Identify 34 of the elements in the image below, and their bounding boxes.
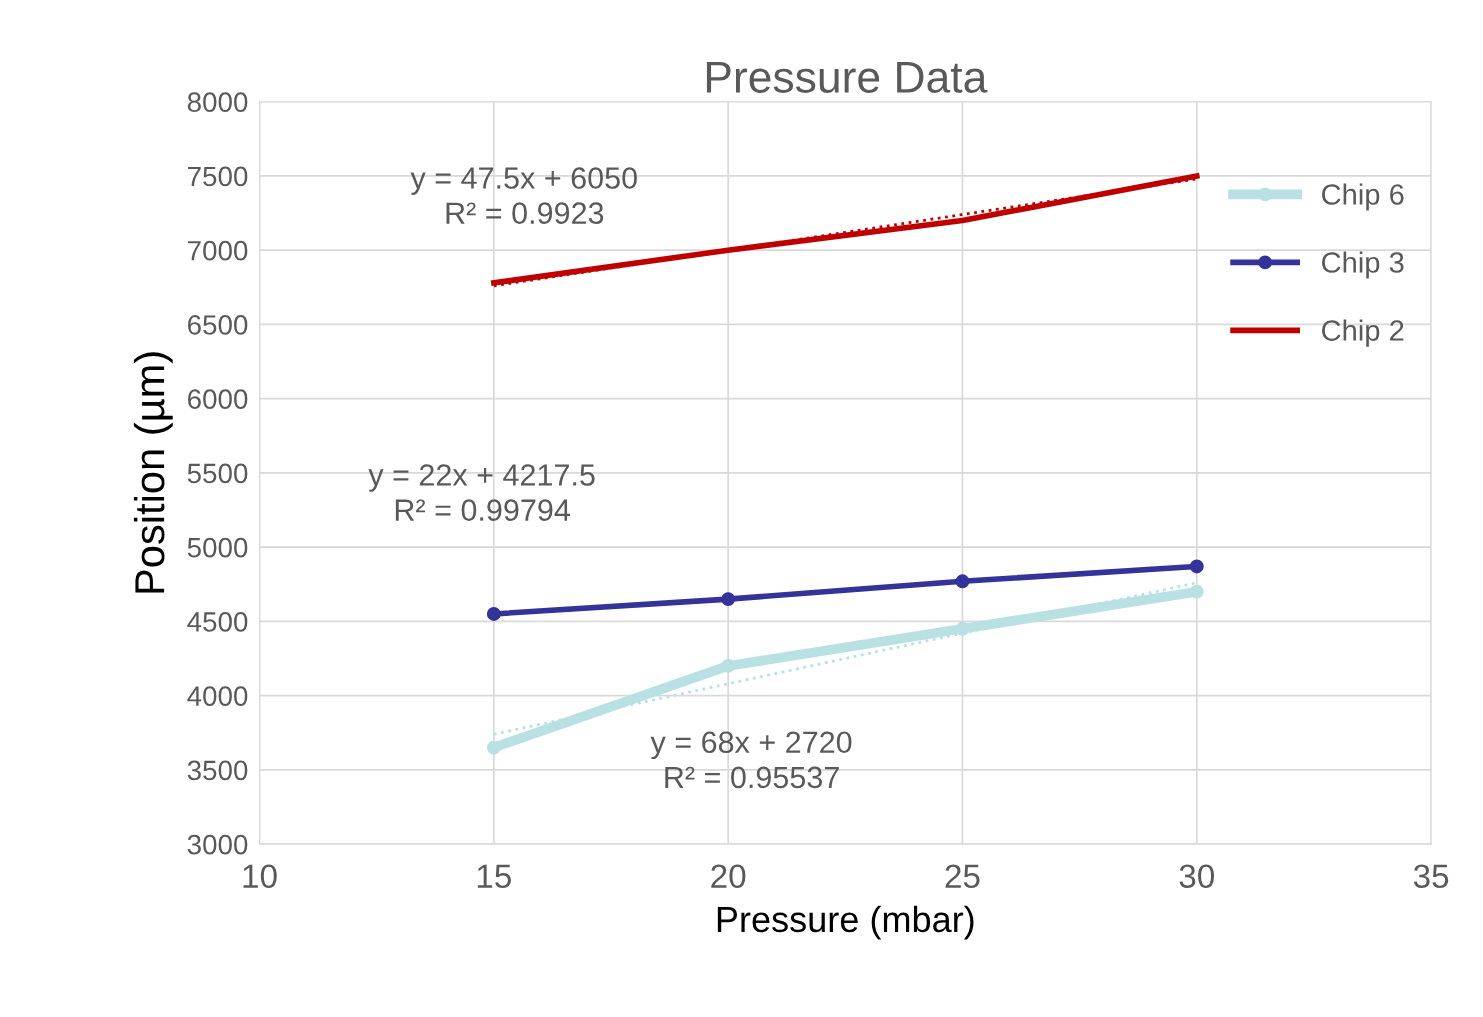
point (486, 740, 501, 755)
x-tick-label: 15 (477, 864, 511, 889)
y-tick-label: 7500 (188, 166, 248, 187)
annotation: y = 47.5x + 6050 R² = 0.9923 (410, 167, 637, 224)
x-tick-label: 25 (945, 864, 980, 889)
legend-label: Chip 3 (1322, 251, 1404, 279)
y-tick-label: 5500 (187, 463, 248, 484)
y-tick-label: 3500 (187, 760, 248, 781)
point (1189, 584, 1204, 599)
x-tick-label: 35 (1413, 864, 1449, 889)
x-tick-label: 30 (1179, 864, 1215, 889)
point (721, 592, 736, 607)
point (955, 621, 970, 636)
y-axis-title: Position (µm) (133, 352, 173, 593)
y-tick-label: 3000 (187, 834, 248, 855)
chart-title: Pressure Data (706, 61, 988, 93)
point (486, 607, 501, 621)
y-tick-label: 8000 (187, 92, 248, 113)
y-tick-label: 6000 (188, 389, 248, 409)
annotation: y = 22x + 4217.5 R² = 0.99794 (368, 464, 595, 521)
y-tick-label: 5000 (187, 537, 248, 558)
legend-label: Chip 2 (1322, 319, 1404, 347)
x-tick-label: 10 (243, 864, 277, 889)
point (721, 658, 736, 673)
point (1189, 559, 1204, 574)
point (955, 574, 970, 589)
legend-label: Chip 6 (1322, 183, 1404, 211)
y-tick-label: 4500 (187, 612, 248, 632)
x-tick-label: 20 (711, 864, 746, 889)
y-tick-label: 4000 (187, 686, 248, 706)
y-tick-label: 6500 (188, 315, 248, 335)
x-axis-title: Pressure (mbar) (717, 905, 974, 940)
y-tick-label: 7000 (188, 240, 248, 261)
annotation: y = 68x + 2720 R² = 0.95537 (650, 731, 852, 789)
